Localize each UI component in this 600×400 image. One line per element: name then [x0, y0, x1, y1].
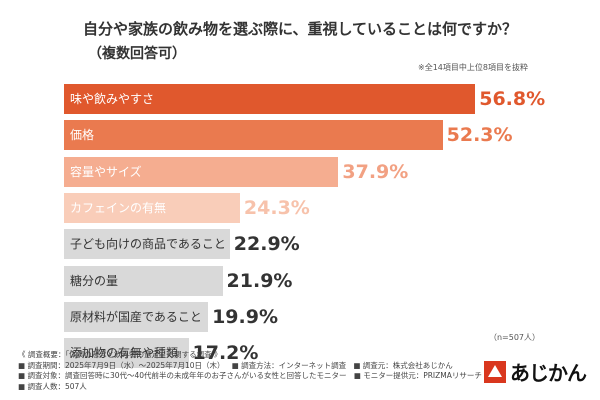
bar-value-label: 24.3% [243, 197, 310, 219]
ajikan-logo-icon [484, 360, 506, 383]
bar [64, 120, 443, 150]
bar [64, 193, 240, 223]
footer-item: ■ 調査元：株式会社あじかん [353, 360, 453, 370]
bar-label: 子ども向けの商品であること [70, 237, 226, 251]
logo-text: あじかん [510, 361, 587, 385]
bar-label: 容量やサイズ [70, 165, 142, 179]
bar-label: 価格 [70, 128, 95, 142]
bar [64, 157, 339, 187]
chart-note: ※全14項目中上位8項目を抜粋 [418, 63, 528, 72]
chart-subtitle: （複数回答可） [88, 46, 186, 62]
company-logo: あじかん [484, 357, 587, 386]
bar-label: 味や飲みやすさ [70, 92, 155, 106]
footer-item: 《 調査概要：「体調の懸念と飲み物の選定」に関する調査 》 [18, 350, 222, 359]
bar-value-label: 56.8% [479, 88, 546, 110]
bar-label: 添加物の有無や種類 [70, 346, 179, 360]
footer-item: ■ 調査方法：インターネット調査 [231, 360, 347, 370]
chart-title: 自分や家族の飲み物を選ぶ際に、重視していることは何ですか？ [82, 20, 518, 38]
bar [64, 338, 189, 368]
footer-row: ■ 調査対象：調査回答時に30代〜40代前半の未成年年のお子さんがいる女性と回答… [18, 371, 488, 382]
bar-label: カフェインの有無 [70, 201, 167, 215]
bar [64, 84, 476, 114]
footer-row: ■ 調査期間：2025年7月9日（水）〜2025年7月10日（木） ■ 調査方法… [18, 361, 488, 372]
footer-item: ■ モニター提供元：PRIZMAリサーチ [353, 371, 482, 380]
bar-value-label: 22.9% [233, 233, 300, 255]
bar-value-label: 17.2% [192, 342, 259, 364]
bar [64, 229, 230, 259]
sample-size: （n=507人） [488, 333, 540, 342]
bar-label: 糖分の量 [70, 274, 119, 288]
bar [64, 266, 223, 296]
footer-item: ■ 調査人数：507人 [18, 381, 87, 391]
bar-value-label: 19.9% [212, 306, 278, 328]
bar-label: 原材料が国産であること [70, 310, 202, 324]
footer-row: ■ 調査人数：507人 [18, 382, 488, 393]
footer-item: ■ 調査期間：2025年7月9日（水）〜2025年7月10日（木） [18, 360, 225, 370]
bar-value-label: 21.9% [226, 270, 293, 292]
bar-value-label: 37.9% [342, 161, 409, 183]
bar-value-label: 52.3% [446, 124, 513, 146]
footer-item: ■ 調査対象：調査回答時に30代〜40代前半の未成年年のお子さんがいる女性と回答… [18, 371, 347, 380]
survey-footer: 《 調査概要：「体調の懸念と飲み物の選定」に関する調査 》 ■ 調査期間：202… [18, 350, 488, 392]
bar [64, 302, 209, 332]
footer-row: 《 調査概要：「体調の懸念と飲み物の選定」に関する調査 》 [18, 350, 488, 361]
